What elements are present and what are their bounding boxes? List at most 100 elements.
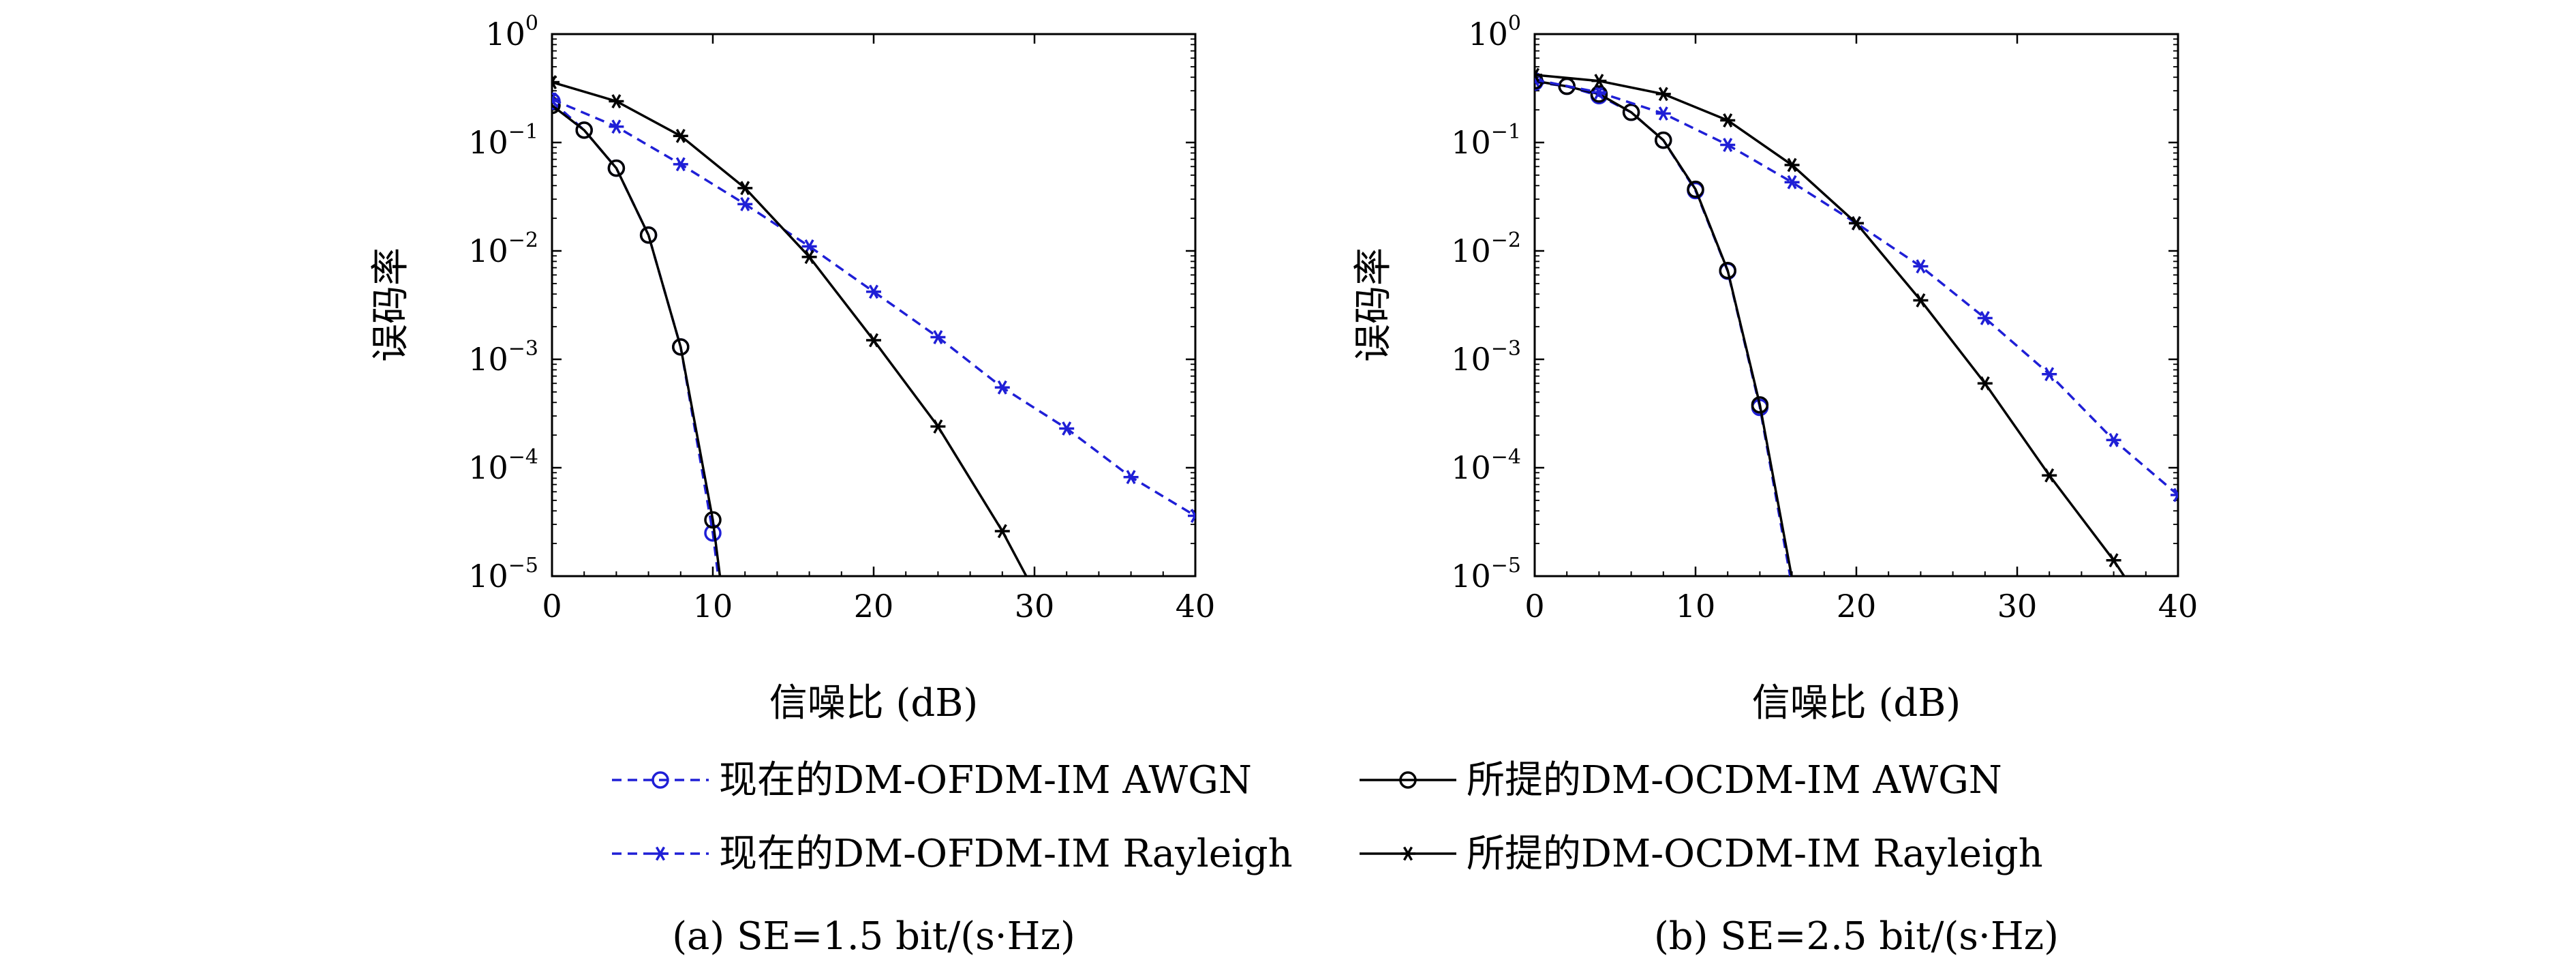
- legend-marker: [653, 846, 668, 861]
- series-line: [552, 104, 722, 576]
- series-circle-dashed: [1535, 73, 1792, 576]
- x-tick-label: 0: [1524, 588, 1544, 625]
- y-tick-label: 100: [1468, 12, 1521, 52]
- legend-marker-glyph: [1400, 846, 1415, 861]
- y-axis-label: 误码率: [1351, 247, 1396, 362]
- chart-panel-b: 0 10 20 30 40 100 10−1 10−2 10−3 10−4 10−5 信噪比 (d…: [1351, 12, 2198, 959]
- x-tick-label: 30: [1015, 588, 1055, 625]
- legend-marker: [1399, 771, 1417, 789]
- legend-label: 所提的DM-OCDM-IM Rayleigh: [1467, 832, 2043, 876]
- data-point: [673, 157, 688, 172]
- series-line: [552, 98, 1195, 517]
- data-point: [1719, 261, 1736, 280]
- data-point: [1655, 87, 1671, 102]
- chart-panel-a: 0 10 20 30 40 100 10−1 10−2 10−3 10−4 10−5 信噪比 (d…: [369, 12, 1215, 959]
- data-point: [1059, 421, 1075, 436]
- legend-entry: 所提的DM-OCDM-IM AWGN: [1360, 758, 2002, 802]
- y-axis-label: 误码率: [369, 247, 413, 362]
- series-circle-solid: [1535, 72, 1793, 576]
- data-point: [609, 94, 624, 108]
- data-point: [1977, 376, 1993, 391]
- x-tick-label: 20: [1837, 588, 1877, 625]
- y-tick-label: 10−1: [1451, 120, 1521, 161]
- y-tick-label: 10−1: [468, 120, 538, 161]
- data-point: [673, 128, 688, 143]
- data-point: [1591, 74, 1607, 89]
- series-line: [1535, 80, 1792, 576]
- data-point: [930, 419, 946, 434]
- x-axis-ticks: 0 10 20 30 40: [1524, 34, 2198, 625]
- series-layer: [1535, 68, 2178, 576]
- data-point: [552, 96, 561, 115]
- data-point: [575, 121, 593, 139]
- series-star-solid: [1535, 68, 2126, 576]
- data-point: [2042, 468, 2057, 483]
- y-tick-label: 10−3: [1451, 337, 1521, 378]
- data-point: [737, 197, 753, 211]
- series-circle-solid: [552, 96, 722, 576]
- y-axis-ticks: 100 10−1 10−2 10−3 10−4 10−5: [468, 12, 1195, 595]
- series-line: [552, 100, 720, 576]
- x-tick-label: 40: [1176, 588, 1216, 625]
- data-point: [1784, 175, 1800, 190]
- series-line: [1535, 78, 2178, 496]
- x-tick-label: 30: [1997, 588, 2038, 625]
- legend: 现在的DM-OFDM-IM AWGN 所提的DM-OCDM-IM AWGN 现在…: [612, 758, 2043, 876]
- data-point: [866, 284, 881, 299]
- data-point: [1591, 85, 1607, 100]
- data-point: [607, 159, 626, 177]
- y-axis-ticks: 100 10−1 10−2 10−3 10−4 10−5: [1451, 12, 2178, 595]
- data-point: [1913, 293, 1929, 308]
- data-point: [1655, 106, 1671, 121]
- legend-entry: 现在的DM-OFDM-IM Rayleigh: [612, 832, 1293, 876]
- series-circle-dashed: [552, 92, 722, 576]
- data-point: [2171, 487, 2178, 502]
- data-point: [1784, 158, 1800, 172]
- data-point: [1622, 103, 1640, 121]
- data-point: [1720, 113, 1736, 127]
- y-tick-label: 100: [485, 12, 538, 52]
- series-line: [552, 80, 1028, 576]
- data-point: [1687, 180, 1704, 198]
- data-point: [1188, 509, 1195, 523]
- data-point: [552, 75, 559, 89]
- legend-label: 现在的DM-OFDM-IM Rayleigh: [719, 832, 1293, 876]
- series-star-dashed: [552, 92, 1195, 523]
- data-point: [737, 181, 753, 196]
- series-layer: [552, 75, 1195, 576]
- y-tick-label: 10−3: [468, 337, 538, 378]
- data-point: [2106, 433, 2121, 447]
- panel-caption: (b) SE=2.5 bit/(s·Hz): [1654, 914, 2059, 959]
- data-point: [704, 511, 722, 529]
- legend-marker: [1400, 846, 1415, 861]
- legend-marker-glyph: [651, 771, 669, 789]
- y-tick-label: 10−5: [1451, 554, 1521, 595]
- data-point: [1751, 396, 1769, 414]
- legend-entry: 所提的DM-OCDM-IM Rayleigh: [1360, 832, 2043, 876]
- legend-label: 所提的DM-OCDM-IM AWGN: [1467, 758, 2002, 802]
- data-point: [639, 226, 658, 244]
- data-point: [1913, 259, 1929, 274]
- data-point: [1535, 68, 1542, 82]
- x-axis-label: 信噪比 (dB): [1752, 681, 1961, 725]
- data-point: [1720, 138, 1736, 152]
- data-point: [552, 92, 559, 107]
- series-line: [1535, 74, 2126, 576]
- x-tick-label: 20: [854, 588, 894, 625]
- plot-area-frame: [1533, 33, 2179, 578]
- x-tick-label: 10: [1676, 588, 1716, 625]
- data-point: [1977, 311, 1993, 325]
- series-star-dashed: [1535, 72, 2178, 502]
- legend-marker-glyph: [1399, 771, 1417, 789]
- data-point: [866, 333, 881, 348]
- data-point: [930, 330, 946, 344]
- x-tick-label: 0: [542, 588, 562, 625]
- x-tick-label: 10: [693, 588, 733, 625]
- data-point: [672, 338, 690, 356]
- panel-caption: (a) SE=1.5 bit/(s·Hz): [672, 914, 1075, 959]
- x-tick-label: 40: [2158, 588, 2198, 625]
- data-point: [994, 380, 1010, 395]
- data-point: [1849, 216, 1864, 230]
- series-star-solid: [552, 75, 1028, 576]
- data-point: [2106, 553, 2121, 568]
